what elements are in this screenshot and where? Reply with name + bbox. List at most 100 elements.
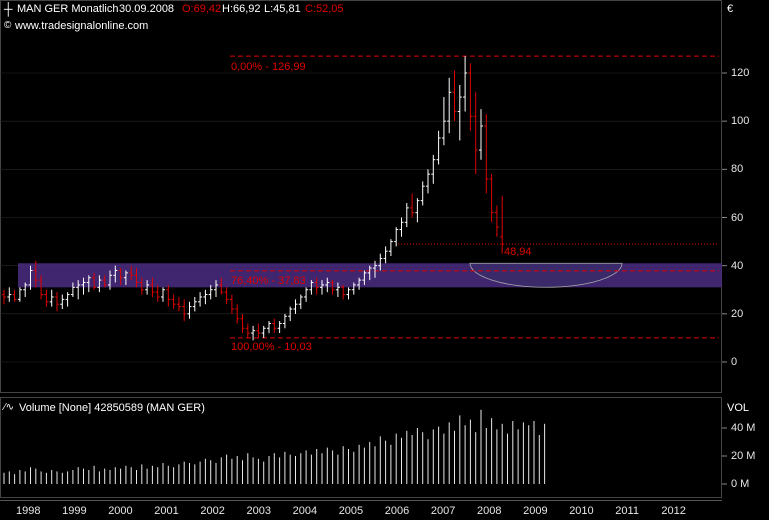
price-bar bbox=[479, 109, 483, 160]
currency-label: € bbox=[727, 3, 734, 15]
price-tick-label: 20 bbox=[731, 307, 744, 320]
price-bar bbox=[304, 287, 309, 302]
price-bar bbox=[320, 280, 324, 295]
price-bar bbox=[282, 313, 287, 329]
price-bar bbox=[373, 260, 377, 278]
year-label: 2003 bbox=[246, 505, 271, 517]
volume-bars bbox=[3, 409, 546, 484]
price-bar bbox=[65, 292, 70, 307]
price-bar bbox=[240, 313, 245, 334]
highlight-ellipse bbox=[469, 262, 623, 288]
price-bar bbox=[383, 246, 388, 264]
price-bar bbox=[86, 275, 91, 293]
price-bar bbox=[346, 287, 351, 300]
year-label: 2004 bbox=[292, 505, 318, 517]
price-bar bbox=[441, 97, 446, 146]
price-bar bbox=[298, 294, 303, 310]
price-bar bbox=[362, 270, 367, 285]
price-bar bbox=[44, 289, 49, 307]
price-bar bbox=[341, 284, 346, 300]
open-value: O:69,42 bbox=[182, 3, 222, 15]
price-tick-label: 100 bbox=[731, 115, 750, 128]
fib-lines bbox=[230, 55, 719, 339]
price-bar bbox=[335, 282, 340, 297]
price-bar bbox=[378, 253, 383, 271]
price-bar bbox=[198, 292, 203, 307]
year-label: 2012 bbox=[661, 505, 686, 517]
volume-axis-title: VOL bbox=[727, 402, 750, 414]
price-bar bbox=[388, 239, 393, 257]
price-bar bbox=[123, 270, 128, 285]
price-bar bbox=[277, 321, 282, 334]
price-bar bbox=[431, 154, 436, 184]
price-bar bbox=[394, 227, 399, 247]
price-bar bbox=[251, 325, 256, 341]
price-bar bbox=[484, 113, 489, 194]
price-bar bbox=[49, 289, 54, 307]
price-bars bbox=[2, 56, 505, 341]
price-bar bbox=[325, 277, 330, 293]
price-bar bbox=[171, 294, 176, 310]
price-bar bbox=[219, 277, 224, 295]
fib-label-76: 76,40% - 37,83 bbox=[231, 275, 306, 287]
fib-label-100: 100,00% - 10,03 bbox=[231, 341, 312, 353]
copyright-icon: © bbox=[4, 20, 12, 31]
year-label: 2011 bbox=[615, 505, 639, 517]
price-bar bbox=[187, 301, 192, 319]
price-panel-frame bbox=[0, 0, 722, 393]
year-label: 2008 bbox=[477, 505, 502, 517]
price-bar bbox=[452, 70, 457, 122]
price-bar bbox=[494, 205, 499, 237]
low-value: L:45,81 bbox=[264, 3, 301, 15]
price-bar bbox=[447, 77, 452, 134]
fib-label-0: 0,00% - 126,99 bbox=[231, 61, 306, 73]
price-bar bbox=[309, 280, 314, 295]
price-bar bbox=[245, 323, 250, 338]
price-bar bbox=[256, 323, 261, 338]
price-bar bbox=[33, 260, 38, 288]
price-bar bbox=[28, 265, 33, 290]
price-bar bbox=[293, 299, 298, 314]
price-bar bbox=[229, 294, 234, 314]
price-bar bbox=[176, 296, 181, 312]
price-bar bbox=[166, 284, 171, 307]
price-bar bbox=[70, 282, 75, 297]
volume-tick-label: 20 M bbox=[731, 450, 756, 462]
price-tick-label: 40 bbox=[731, 259, 744, 272]
year-label: 2000 bbox=[108, 505, 133, 517]
price-bar bbox=[463, 56, 468, 112]
source-link[interactable]: www.tradesignalonline.com bbox=[15, 20, 149, 32]
price-bar bbox=[314, 277, 319, 295]
price-bar bbox=[261, 325, 266, 338]
price-bar bbox=[288, 306, 293, 322]
price-bar bbox=[134, 268, 139, 288]
last-price-label: 48,94 bbox=[504, 246, 532, 258]
price-bar bbox=[330, 280, 335, 295]
price-bar bbox=[192, 296, 197, 312]
volume-tick-label: 0 M bbox=[731, 478, 750, 490]
price-tick-label: 120 bbox=[731, 67, 750, 79]
year-label: 1999 bbox=[62, 505, 87, 517]
price-bar bbox=[55, 292, 59, 312]
price-bar bbox=[404, 203, 409, 228]
year-label: 2001 bbox=[154, 505, 179, 517]
year-label: 2010 bbox=[569, 505, 594, 517]
price-bar bbox=[97, 275, 102, 293]
price-tick-label: 0 bbox=[731, 356, 738, 368]
volume-tick-label: 40 M bbox=[731, 422, 756, 434]
year-label: 2005 bbox=[338, 505, 364, 517]
volume-panel-frame bbox=[0, 397, 722, 498]
price-bar bbox=[17, 287, 22, 302]
price-bar bbox=[92, 272, 97, 290]
price-bar bbox=[76, 280, 81, 300]
price-bar bbox=[367, 265, 372, 281]
price-tick-label: 80 bbox=[731, 163, 744, 176]
price-bar bbox=[214, 280, 218, 297]
price-bar bbox=[161, 287, 165, 302]
year-label: 2009 bbox=[523, 505, 548, 517]
year-label: 1998 bbox=[16, 505, 41, 517]
bar-date: 30.09.2008 bbox=[119, 3, 175, 15]
price-bar bbox=[473, 92, 478, 175]
price-bar bbox=[272, 318, 277, 334]
price-bar bbox=[468, 63, 473, 131]
